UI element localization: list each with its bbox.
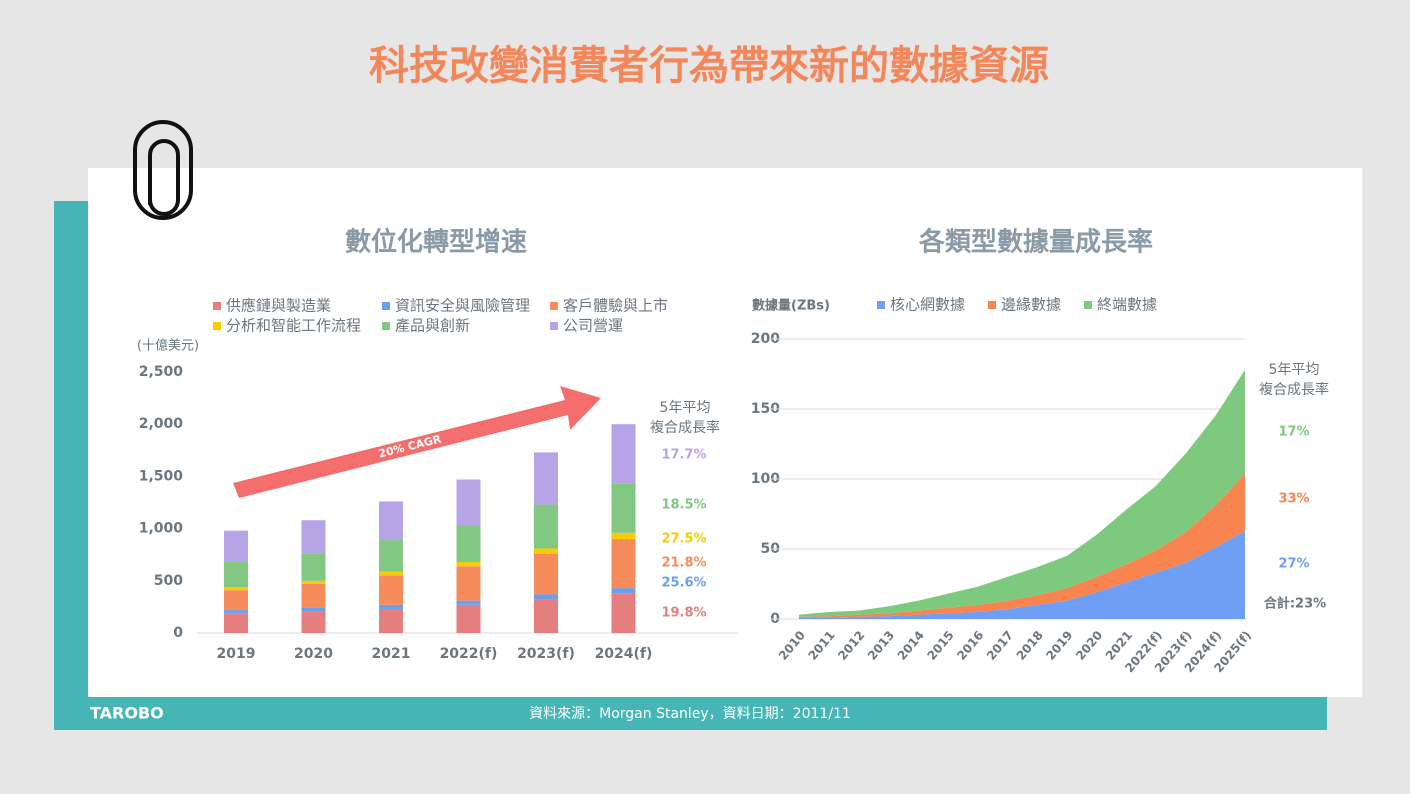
legend-label: 客戶體驗與上市 — [563, 297, 668, 315]
bar-segment — [379, 501, 403, 541]
area — [799, 369, 1245, 617]
total-cagr: 合計:23% — [1264, 596, 1326, 612]
area — [799, 530, 1245, 619]
x-tick-label: 2019 — [217, 646, 256, 662]
cagr-title: 複合成長率 — [1259, 381, 1329, 398]
legend-label: 產品與創新 — [395, 317, 470, 335]
bar-segment — [224, 613, 248, 633]
cagr-title: 5年平均 — [1269, 362, 1320, 378]
cagr-title: 複合成長率 — [650, 419, 720, 436]
x-tick-label: 2021 — [372, 646, 411, 662]
legend-label: 供應鏈與製造業 — [226, 297, 331, 315]
bar-segment — [611, 588, 636, 594]
cagr-title: 5年平均 — [660, 400, 711, 416]
bar-segment — [301, 520, 326, 554]
y-tick-label: 0 — [173, 625, 183, 641]
y-tick-label: 500 — [154, 573, 183, 589]
y-tick-label: 2,000 — [139, 416, 184, 432]
bar-segment — [301, 611, 326, 633]
legend-swatch — [213, 322, 221, 330]
cagr-label: 19.8% — [661, 606, 706, 621]
bar-segment — [224, 530, 248, 563]
bar-segment — [611, 593, 636, 633]
legend-swatch — [877, 301, 885, 309]
bar-segment — [379, 575, 403, 605]
cagr-label: 27% — [1278, 557, 1309, 572]
legend-swatch — [988, 301, 996, 309]
bar-segment — [456, 566, 481, 601]
legend-swatch — [550, 322, 558, 330]
y-tick-label: 1,500 — [139, 468, 184, 484]
bar-segment — [456, 600, 481, 605]
cagr-label: 17% — [1278, 425, 1309, 440]
bar-segment — [611, 539, 636, 589]
y-tick-label: 2,500 — [139, 364, 184, 380]
bar-segment — [301, 583, 326, 608]
bar-segment — [534, 599, 558, 633]
bar-segment — [456, 525, 481, 563]
chart-title: 各類型數據量成長率 — [918, 227, 1153, 258]
bar-segment — [534, 504, 558, 549]
bar-segment — [379, 571, 403, 576]
legend-label: 分析和智能工作流程 — [226, 317, 361, 335]
x-tick-label: 2022(f) — [440, 646, 498, 662]
bar-segment — [611, 424, 636, 484]
bar-segment — [379, 608, 403, 633]
cagr-label: 17.7% — [661, 448, 706, 463]
x-tick-label: 2020 — [294, 646, 333, 662]
bar-segment — [611, 483, 636, 533]
legend-swatch — [1084, 301, 1092, 309]
logo: TAROBO — [90, 704, 164, 723]
bar-segment — [224, 610, 248, 614]
bar-segment — [456, 604, 481, 633]
bar-segment — [534, 594, 558, 600]
legend-swatch — [550, 302, 558, 310]
footer: 資料來源：Morgan Stanley，資料日期：2011/11 — [529, 706, 851, 722]
y-tick-label: 100 — [751, 471, 780, 487]
bar-segment — [534, 452, 558, 505]
y-axis-label: 數據量(ZBs) — [752, 298, 830, 314]
cagr-label: 18.5% — [661, 498, 706, 513]
cagr-label: 33% — [1278, 492, 1309, 507]
bar-segment — [534, 548, 558, 554]
cagr-label: 27.5% — [661, 532, 706, 547]
y-tick-label: 150 — [751, 401, 780, 417]
bar-segment — [456, 562, 481, 567]
bar-segment — [379, 540, 403, 572]
cagr-label: 21.8% — [661, 556, 706, 571]
legend-label: 邊緣數據 — [1001, 296, 1061, 314]
paperclip — [133, 120, 193, 220]
bar-segment — [224, 562, 248, 588]
y-axis-label: (十億美元) — [137, 338, 199, 354]
bar-segment — [379, 604, 403, 609]
legend-label: 核心網數據 — [890, 296, 965, 314]
bar-segment — [301, 607, 326, 612]
x-tick-label: 2023(f) — [517, 646, 575, 662]
y-tick-label: 200 — [751, 331, 780, 347]
legend-label: 公司營運 — [563, 317, 623, 335]
bar-segment — [301, 553, 326, 581]
legend-swatch — [382, 302, 390, 310]
slide-title: 科技改變消費者行為帶來新的數據資源 — [369, 43, 1049, 89]
legend-swatch — [213, 302, 221, 310]
cagr-arrow — [233, 386, 601, 498]
legend-label: 終端數據 — [1097, 296, 1157, 314]
bar-segment — [224, 590, 248, 611]
bar-segment — [224, 587, 248, 591]
chart-title: 數位化轉型增速 — [345, 227, 527, 258]
legend-label: 資訊安全與風險管理 — [395, 297, 530, 315]
cagr-label: 25.6% — [661, 576, 706, 591]
bar-segment — [534, 553, 558, 595]
bar-segment — [611, 532, 636, 540]
bar-segment — [456, 479, 481, 526]
x-tick-label: 2024(f) — [595, 646, 653, 662]
legend-swatch — [382, 322, 390, 330]
y-tick-label: 1,000 — [139, 521, 184, 537]
bar-segment — [301, 580, 326, 584]
